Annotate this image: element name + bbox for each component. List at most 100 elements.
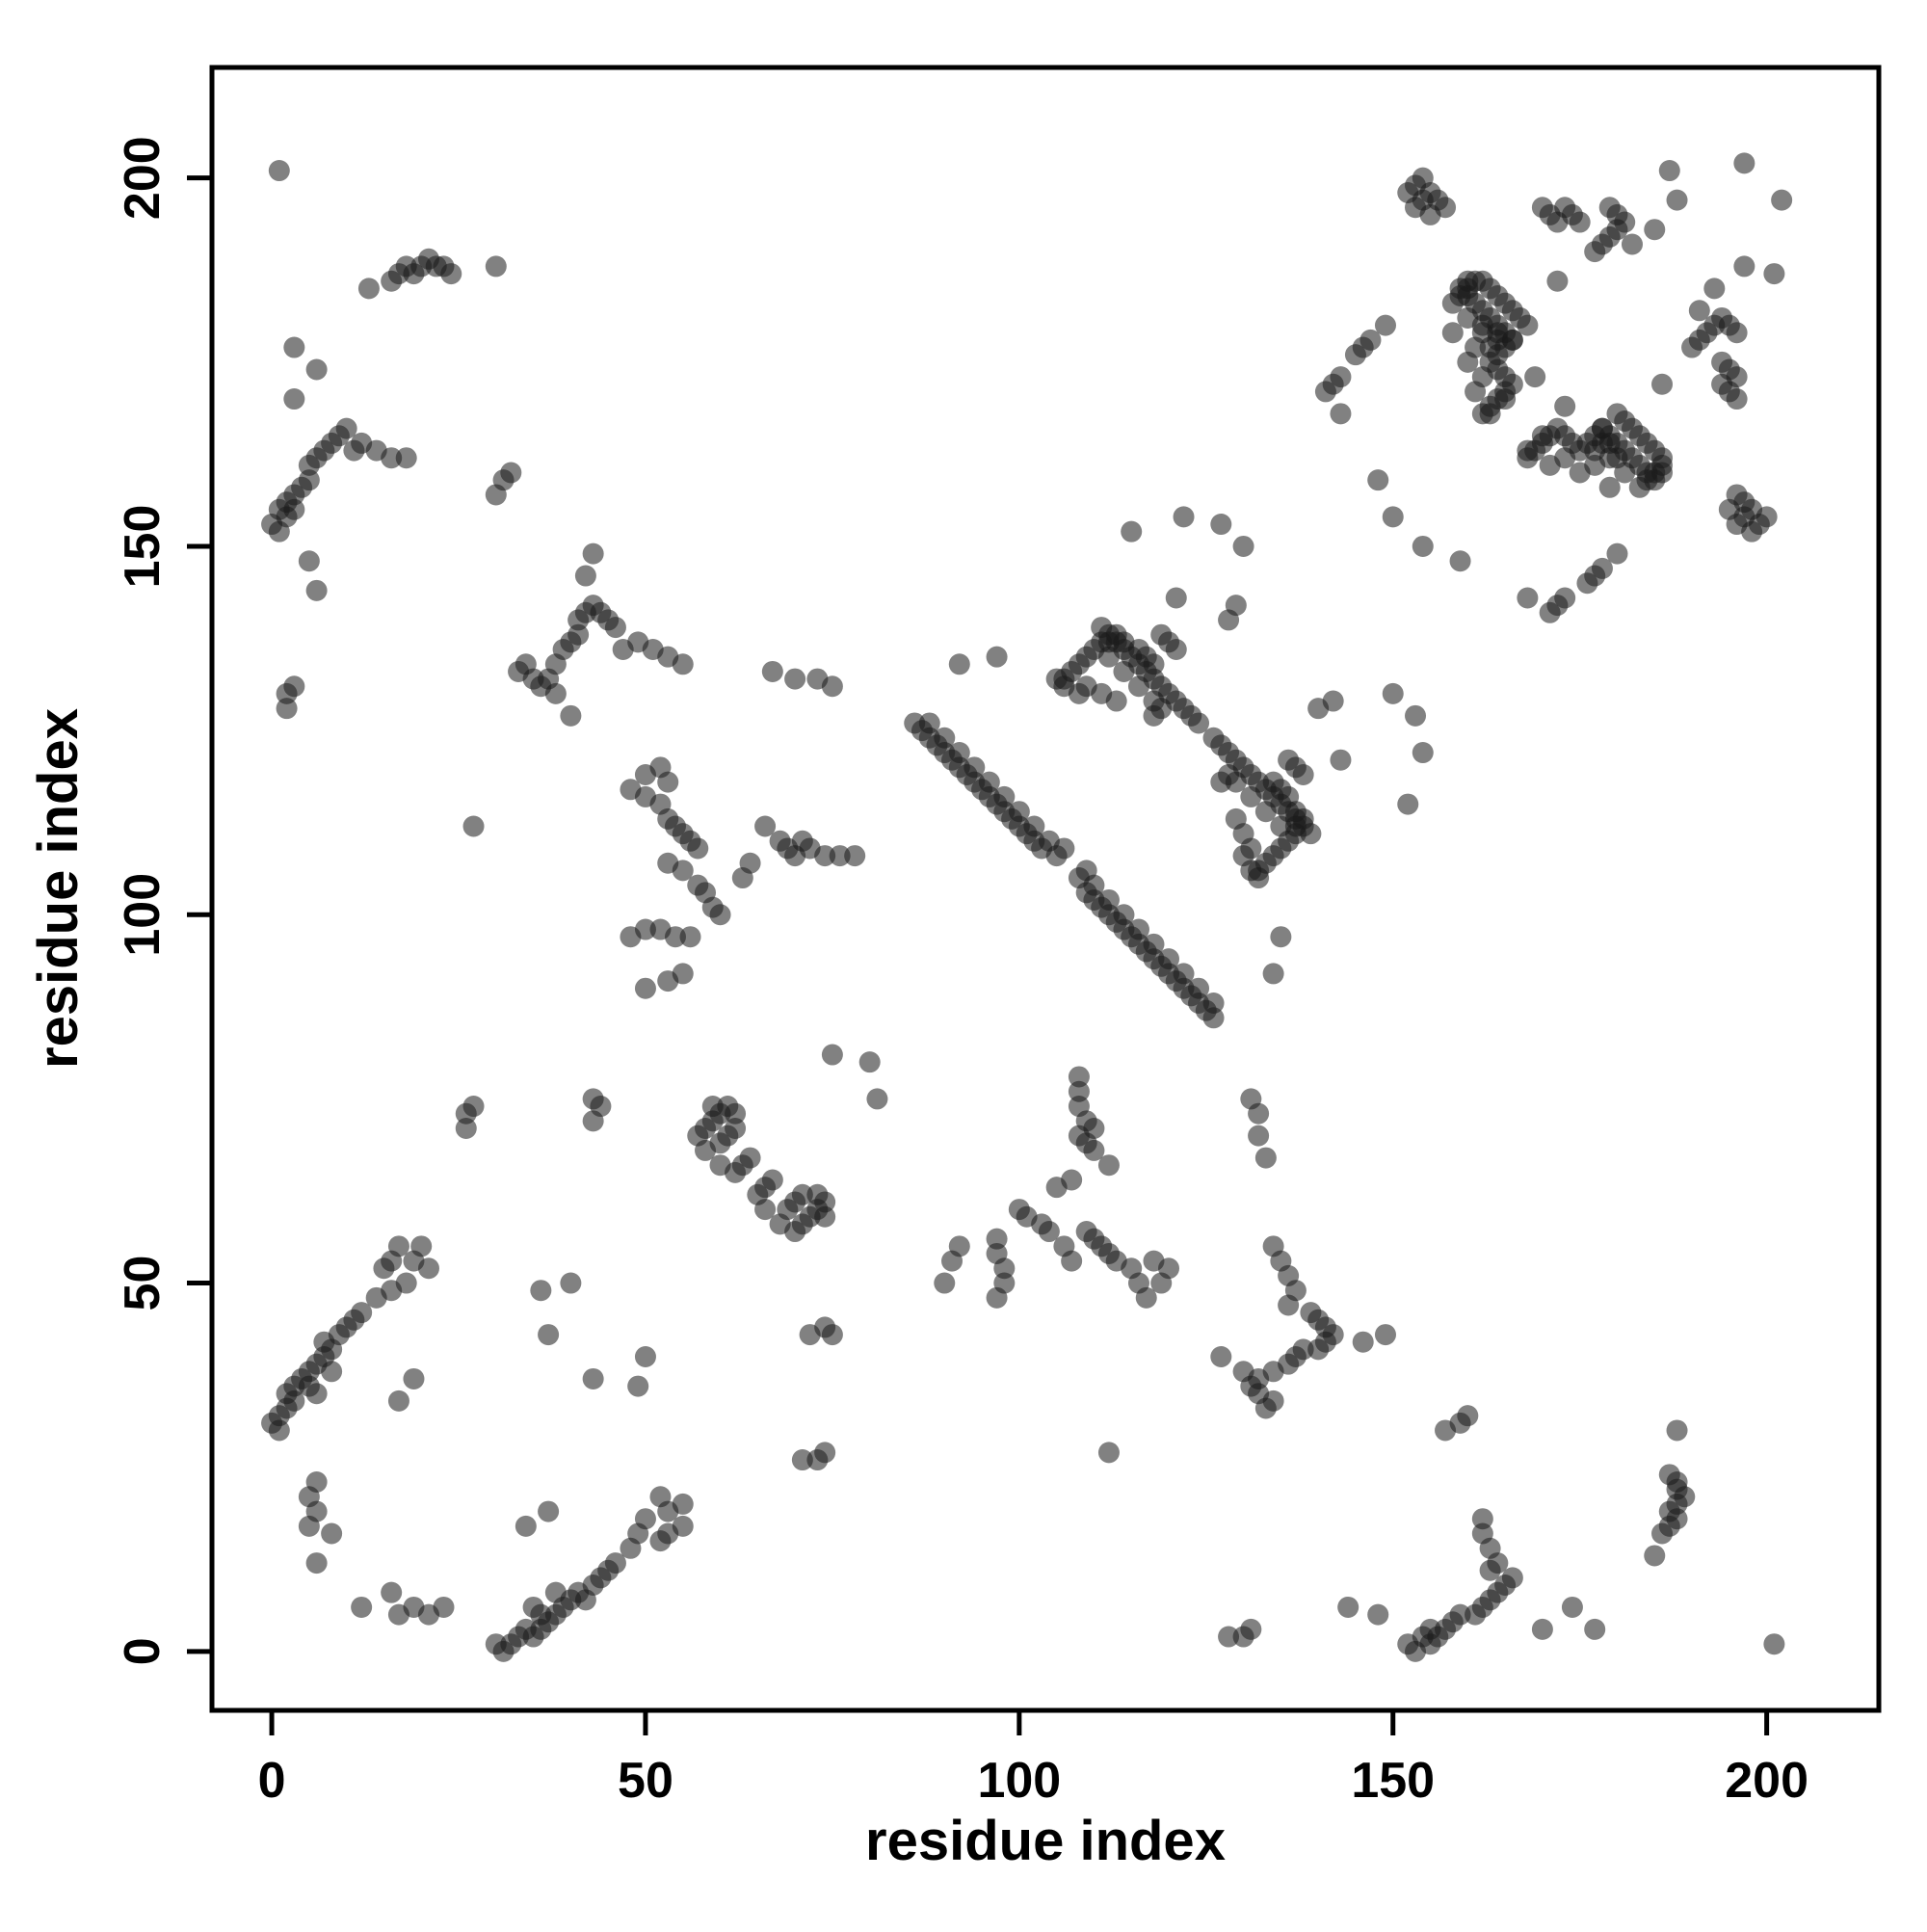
data-point bbox=[1173, 963, 1195, 985]
data-point bbox=[1143, 690, 1165, 712]
data-point bbox=[1337, 1596, 1359, 1618]
y-tick-label: 100 bbox=[115, 873, 171, 957]
data-point bbox=[1531, 1618, 1553, 1640]
data-point bbox=[1382, 682, 1404, 704]
y-tick-label: 200 bbox=[115, 136, 171, 220]
data-point bbox=[387, 1603, 409, 1626]
data-point bbox=[395, 447, 417, 469]
data-point bbox=[918, 712, 940, 734]
data-point bbox=[395, 1272, 417, 1294]
data-point bbox=[1688, 300, 1710, 322]
data-point bbox=[1666, 189, 1688, 211]
data-point bbox=[1113, 660, 1135, 682]
data-point bbox=[1292, 763, 1314, 785]
data-point bbox=[948, 742, 970, 764]
data-point bbox=[1068, 1080, 1090, 1102]
data-point bbox=[604, 1552, 626, 1575]
data-point bbox=[560, 704, 582, 727]
data-point bbox=[305, 358, 328, 381]
data-point bbox=[1457, 270, 1479, 292]
data-point bbox=[568, 623, 590, 646]
data-point bbox=[357, 278, 380, 300]
data-point bbox=[1554, 395, 1576, 417]
data-point bbox=[664, 926, 686, 948]
data-point bbox=[381, 447, 403, 469]
data-point bbox=[986, 1228, 1008, 1250]
data-point bbox=[1262, 1235, 1284, 1257]
data-point bbox=[1292, 1338, 1314, 1361]
data-point bbox=[1584, 1618, 1606, 1640]
data-point bbox=[305, 1383, 328, 1405]
data-point bbox=[1606, 543, 1628, 565]
data-point bbox=[283, 1389, 305, 1412]
data-point bbox=[268, 160, 290, 182]
data-point bbox=[410, 1235, 433, 1257]
data-point bbox=[709, 904, 731, 926]
data-point bbox=[739, 1147, 761, 1169]
data-point bbox=[1127, 675, 1149, 698]
data-point bbox=[1240, 1088, 1262, 1110]
data-point bbox=[1008, 801, 1030, 823]
data-point bbox=[1359, 329, 1382, 351]
data-point bbox=[1471, 366, 1493, 388]
data-point bbox=[1300, 823, 1322, 845]
data-point bbox=[305, 579, 328, 601]
data-point bbox=[829, 845, 851, 867]
data-point bbox=[462, 1096, 485, 1118]
data-point bbox=[1374, 1324, 1396, 1346]
data-point bbox=[1711, 351, 1733, 373]
data-point bbox=[1053, 1235, 1075, 1257]
data-point bbox=[948, 1235, 970, 1257]
data-point bbox=[1554, 587, 1576, 609]
data-point bbox=[1435, 197, 1457, 219]
data-point bbox=[627, 1375, 649, 1397]
data-point bbox=[1449, 1603, 1471, 1626]
data-point bbox=[387, 1389, 409, 1412]
data-point bbox=[934, 1272, 956, 1294]
data-point bbox=[1471, 1522, 1493, 1545]
data-point bbox=[298, 1515, 320, 1537]
data-point bbox=[821, 675, 843, 698]
x-axis-label: residue index bbox=[865, 1810, 1226, 1872]
data-point bbox=[858, 1051, 881, 1073]
data-point bbox=[1487, 329, 1509, 351]
data-point bbox=[687, 837, 709, 860]
data-point bbox=[634, 1346, 656, 1368]
data-point bbox=[1254, 1147, 1277, 1169]
data-point bbox=[725, 1117, 747, 1139]
data-point bbox=[701, 1096, 724, 1118]
data-point bbox=[283, 675, 305, 698]
data-point bbox=[276, 698, 298, 720]
data-point bbox=[1240, 785, 1262, 807]
data-point bbox=[1097, 888, 1120, 911]
data-point bbox=[1726, 484, 1748, 506]
data-point bbox=[485, 1633, 507, 1655]
data-point bbox=[1248, 867, 1270, 889]
data-point bbox=[515, 1618, 537, 1640]
x-tick-label: 100 bbox=[977, 1753, 1061, 1809]
data-point bbox=[1367, 469, 1389, 491]
data-point bbox=[515, 1515, 537, 1537]
data-point bbox=[1554, 447, 1576, 469]
data-point bbox=[1165, 587, 1187, 609]
data-point bbox=[821, 1324, 843, 1346]
data-point bbox=[1658, 1464, 1680, 1486]
data-point bbox=[440, 263, 462, 285]
data-point bbox=[1397, 793, 1419, 815]
data-point bbox=[1270, 926, 1292, 948]
data-point bbox=[582, 1367, 604, 1389]
data-point bbox=[1598, 476, 1621, 498]
plot-frame bbox=[209, 65, 1882, 1713]
data-point bbox=[604, 617, 626, 639]
data-point bbox=[298, 469, 320, 491]
data-point bbox=[1202, 992, 1225, 1015]
data-point bbox=[754, 815, 777, 837]
data-point bbox=[381, 1581, 403, 1603]
data-point bbox=[1517, 587, 1539, 609]
data-point bbox=[1733, 255, 1755, 278]
data-point bbox=[500, 462, 522, 484]
data-point bbox=[538, 1500, 560, 1522]
data-point bbox=[1621, 233, 1643, 255]
data-point bbox=[335, 417, 357, 439]
y-tick-label: 50 bbox=[115, 1256, 171, 1311]
